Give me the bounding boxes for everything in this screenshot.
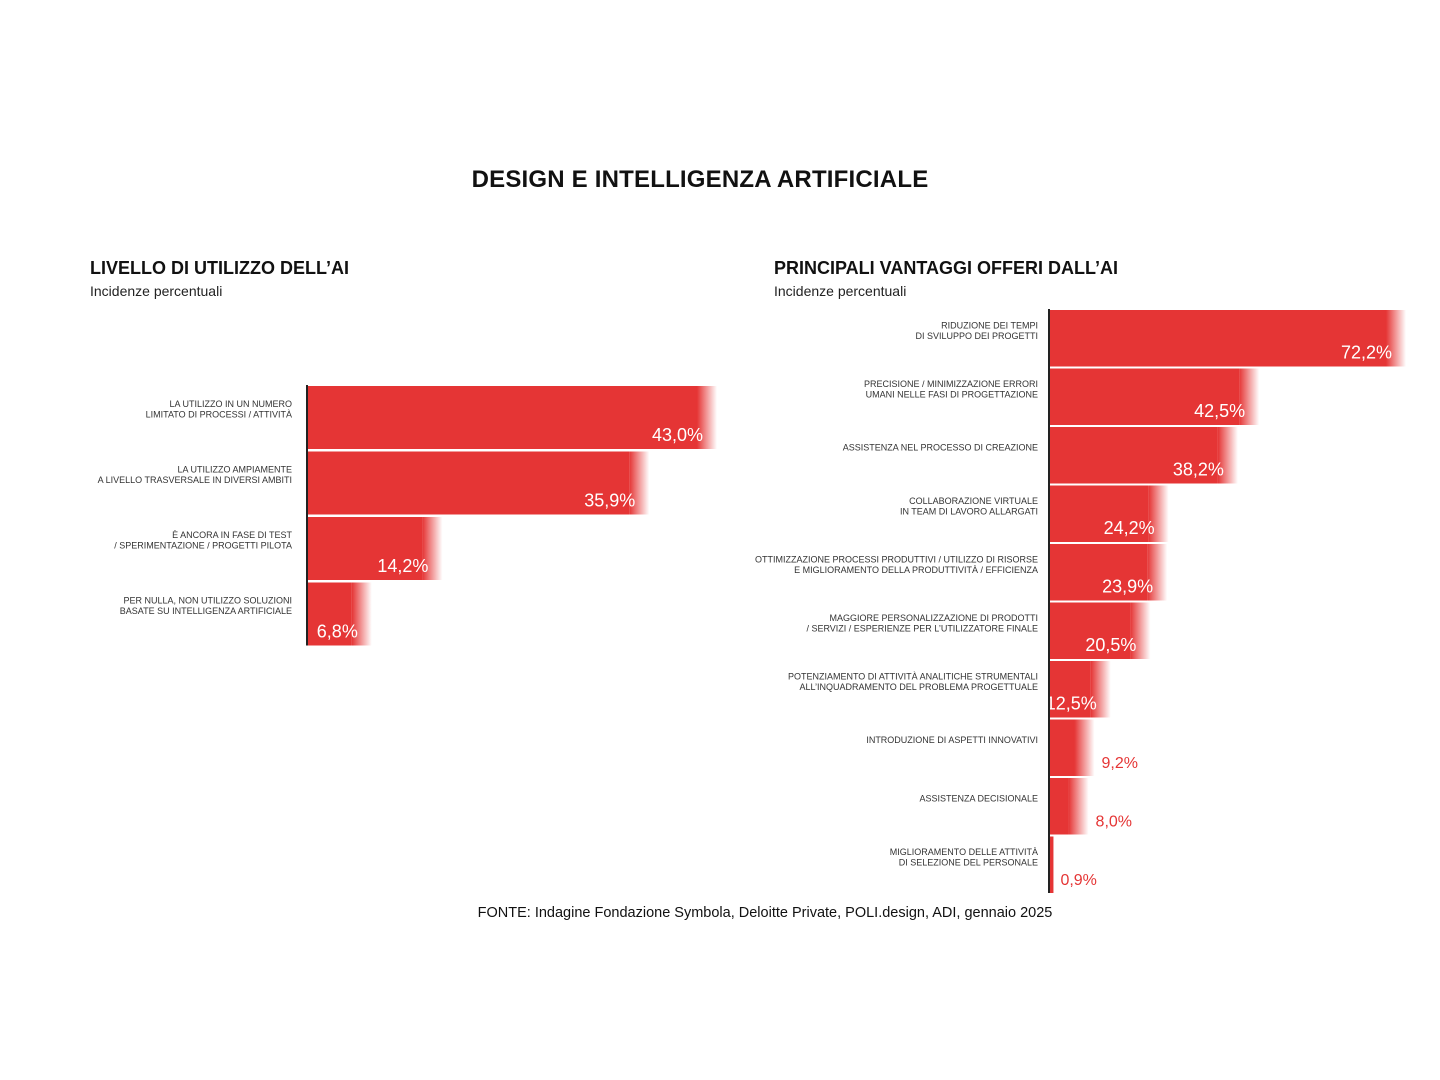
- usage-bar-4-fade: [351, 582, 372, 646]
- usage-bar-4: [307, 582, 372, 646]
- benefit-bar-5: [1049, 544, 1168, 601]
- benefit-bar-7-fade: [1090, 661, 1111, 718]
- benefit-bar-4-fill: [1049, 485, 1149, 542]
- usage-level-chart-title: LIVELLO DI UTILIZZO DELL’AI: [90, 258, 349, 278]
- benefit-category-label-10: MIGLIORAMENTO DELLE ATTIVITÀ DI SELEZIONE…: [890, 847, 1038, 868]
- benefit-bar-3-fill: [1049, 427, 1218, 484]
- benefit-bar-8: [1049, 719, 1095, 776]
- benefit-bar-3-fade: [1217, 427, 1238, 484]
- benefit-value-label-2: 42,5%: [1194, 401, 1245, 421]
- benefit-bar-6-fill: [1049, 602, 1131, 659]
- benefit-value-label-5: 23,9%: [1102, 577, 1153, 597]
- usage-bar-3-fade: [422, 517, 443, 580]
- benefit-bar-10-fill: [1049, 836, 1054, 893]
- benefit-bar-4-fade: [1148, 485, 1169, 542]
- usage-bar-1: [307, 386, 717, 449]
- benefit-bar-8-fade: [1074, 719, 1095, 776]
- benefit-bar-9-fill: [1049, 778, 1069, 835]
- benefit-bar-5-fade: [1147, 544, 1168, 601]
- usage-bar-3-fill: [307, 517, 423, 580]
- usage-bar-1-fade: [697, 386, 717, 449]
- benefit-category-label-8: INTRODUZIONE DI ASPETTI INNOVATIVI: [866, 735, 1038, 745]
- usage-category-label-2: LA UTILIZZO AMPIAMENTE A LIVELLO TRASVERS…: [98, 465, 292, 486]
- usage-level-bar-chart: LA UTILIZZO IN UN NUMERO LIMITATO DI PROC…: [98, 385, 717, 646]
- usage-category-label-4: PER NULLA, NON UTILIZZO SOLUZIONI BASATE …: [120, 596, 292, 617]
- usage-value-label-2: 35,9%: [584, 491, 635, 511]
- benefit-category-label-3: ASSISTENZA NEL PROCESSO DI CREAZIONE: [843, 443, 1038, 453]
- benefits-chart-title: PRINCIPALI VANTAGGI OFFERI DALL’AI: [774, 258, 1118, 278]
- benefit-value-label-7: 12,5%: [1046, 694, 1097, 714]
- benefits-bar-chart: RIDUZIONE DEI TEMPI DI SVILUPPO DEI PROGE…: [755, 309, 1406, 893]
- benefit-bar-1: [1049, 310, 1406, 367]
- usage-bar-1-fill: [307, 386, 697, 449]
- benefit-bar-5-fill: [1049, 544, 1148, 601]
- benefit-category-label-7: POTENZIAMENTO DI ATTIVITÀ ANALITICHE STR…: [788, 671, 1038, 692]
- benefit-bar-6-fade: [1130, 602, 1151, 659]
- usage-level-chart-subtitle: Incidenze percentuali: [90, 283, 223, 299]
- page-title: DESIGN E INTELLIGENZA ARTIFICIALE: [471, 166, 929, 193]
- benefit-bar-9-fade: [1068, 778, 1089, 835]
- benefit-bar-2: [1049, 368, 1260, 425]
- usage-value-label-4: 6,8%: [317, 622, 358, 642]
- usage-category-label-3: È ANCORA IN FASE DI TEST / SPERIMENTAZION…: [114, 530, 292, 551]
- benefit-bar-6: [1049, 602, 1151, 659]
- benefit-category-label-2: PRECISIONE / MINIMIZZAZIONE ERRORI UMANI …: [864, 379, 1038, 400]
- benefit-category-label-5: OTTIMIZZAZIONE PROCESSI PRODUTTIVI / UTI…: [755, 554, 1038, 575]
- usage-value-label-3: 14,2%: [377, 556, 428, 576]
- benefit-category-label-6: MAGGIORE PERSONALIZZAZIONE DI PRODOTTI / …: [806, 613, 1038, 634]
- benefit-bar-3: [1049, 427, 1238, 484]
- benefit-bar-10: [1049, 836, 1054, 893]
- benefit-category-label-1: RIDUZIONE DEI TEMPI DI SVILUPPO DEI PROGE…: [915, 320, 1038, 341]
- benefit-bar-2-fade: [1239, 368, 1260, 425]
- usage-bar-3: [307, 517, 443, 580]
- benefit-value-label-4: 24,2%: [1104, 518, 1155, 538]
- benefit-bar-7-fill: [1049, 661, 1091, 718]
- benefit-bar-8-fill: [1049, 719, 1075, 776]
- usage-value-label-1: 43,0%: [652, 425, 703, 445]
- usage-category-label-1: LA UTILIZZO IN UN NUMERO LIMITATO DI PROC…: [146, 399, 292, 420]
- benefit-bar-4: [1049, 485, 1169, 542]
- benefit-bar-7: [1049, 661, 1111, 718]
- source-note: FONTE: Indagine Fondazione Symbola, Delo…: [477, 905, 1053, 921]
- usage-bar-2-fade: [629, 451, 650, 515]
- benefit-category-label-4: COLLABORAZIONE VIRTUALE IN TEAM DI LAVORO…: [900, 496, 1038, 516]
- benefit-bar-1-fill: [1049, 310, 1386, 367]
- benefit-bar-1-fade: [1386, 310, 1406, 367]
- benefit-value-label-1: 72,2%: [1341, 343, 1392, 363]
- benefits-chart-subtitle: Incidenze percentuali: [774, 283, 907, 299]
- benefits-chart-header: PRINCIPALI VANTAGGI OFFERI DALL’AI Incid…: [774, 258, 1118, 299]
- usage-bar-4-fill: [307, 582, 352, 646]
- benefit-category-label-9: ASSISTENZA DECISIONALE: [919, 794, 1038, 804]
- benefit-value-label-9: 8,0%: [1096, 814, 1132, 831]
- benefit-value-label-10: 0,9%: [1060, 872, 1096, 889]
- benefit-value-label-8: 9,2%: [1101, 755, 1137, 772]
- benefit-value-label-6: 20,5%: [1085, 635, 1136, 655]
- usage-bar-2: [307, 451, 650, 515]
- usage-bar-2-fill: [307, 451, 630, 515]
- benefit-bar-2-fill: [1049, 368, 1240, 425]
- benefit-value-label-3: 38,2%: [1173, 460, 1224, 480]
- benefit-bar-9: [1049, 778, 1089, 835]
- usage-level-chart-header: LIVELLO DI UTILIZZO DELL’AI Incidenze pe…: [90, 258, 349, 299]
